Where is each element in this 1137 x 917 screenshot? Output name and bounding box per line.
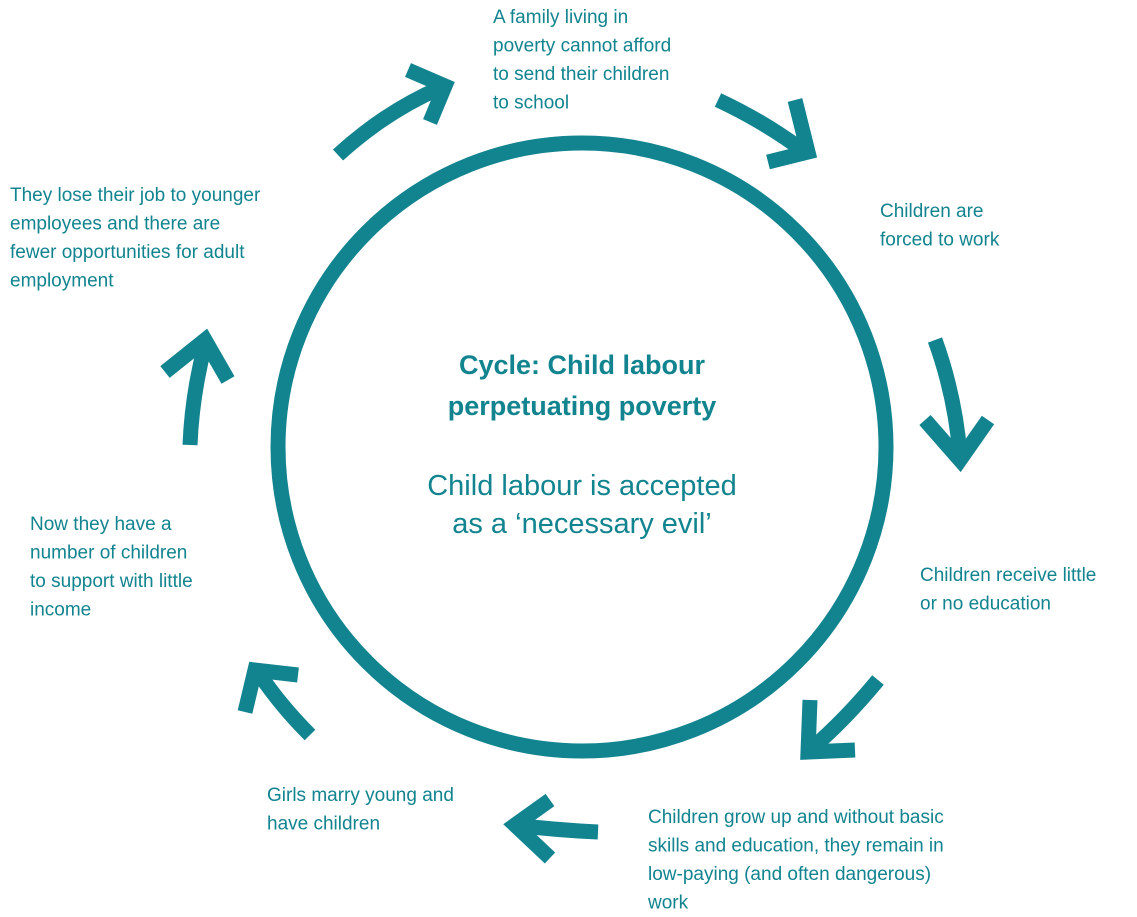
arrow bbox=[714, 93, 810, 159]
step-text: have children bbox=[267, 813, 380, 834]
step-text: They lose their job to younger bbox=[10, 185, 261, 206]
step-text: to support with little bbox=[30, 571, 193, 592]
step-text: income bbox=[30, 599, 91, 620]
center-subtitle: as a ‘necessary evil’ bbox=[452, 508, 712, 540]
step-text: to send their children bbox=[493, 64, 669, 85]
step-text: skills and education, they remain in bbox=[648, 835, 944, 856]
arrow-head bbox=[919, 415, 995, 473]
arrow bbox=[927, 337, 968, 456]
step-text: number of children bbox=[30, 542, 187, 563]
step-text: forced to work bbox=[880, 229, 1000, 250]
center-title: perpetuating poverty bbox=[448, 391, 717, 421]
step-text: Now they have a bbox=[30, 514, 172, 535]
center-title: Cycle: Child labour bbox=[459, 350, 706, 380]
step-text: fewer opportunities for adult bbox=[10, 242, 245, 263]
arrow-head bbox=[503, 793, 556, 864]
arrow-head bbox=[405, 63, 455, 125]
arrow-head bbox=[160, 328, 235, 384]
step-text: Children receive little bbox=[920, 565, 1096, 586]
step-text: poverty cannot afford bbox=[493, 35, 671, 56]
arrow bbox=[805, 675, 884, 756]
step-text: Children are bbox=[880, 201, 984, 222]
arrow bbox=[332, 81, 444, 161]
step-text: to school bbox=[493, 92, 569, 113]
arrow bbox=[251, 667, 316, 741]
step-text: or no education bbox=[920, 593, 1051, 614]
step-text: Girls marry young and bbox=[267, 785, 454, 806]
arrow bbox=[182, 343, 213, 446]
center-subtitle: Child labour is accepted bbox=[427, 470, 737, 502]
step-text: employment bbox=[10, 270, 114, 291]
step-text: employees and there are bbox=[10, 213, 220, 234]
arrow-head bbox=[237, 661, 299, 714]
step-text: A family living in bbox=[493, 7, 628, 28]
arrow-head bbox=[766, 98, 818, 170]
arrow-head bbox=[800, 699, 856, 760]
step-text: low-paying (and often dangerous) bbox=[648, 864, 931, 885]
cycle-circle bbox=[270, 135, 894, 759]
arrows bbox=[160, 63, 995, 864]
step-text: work bbox=[647, 892, 689, 913]
step-text: Children grow up and without basic bbox=[648, 807, 944, 828]
